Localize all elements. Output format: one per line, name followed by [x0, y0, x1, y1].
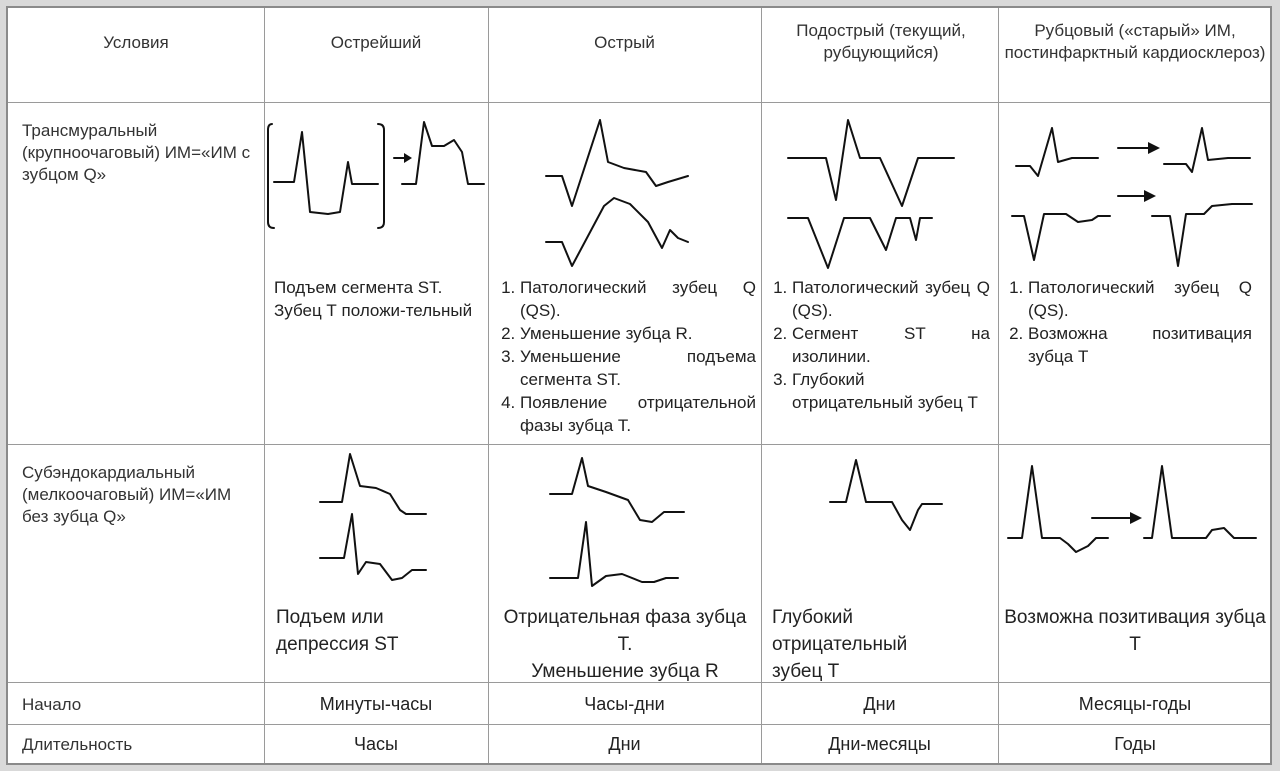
- list-item: Глубокий отрицательный зубец Т: [792, 368, 990, 414]
- duration-hyperacute: Часы: [354, 734, 398, 754]
- onset-scar: Месяцы-годы: [1078, 694, 1192, 714]
- desc-subendocardial-hyperacute: Подъем или депрессия ST: [276, 607, 399, 655]
- list-item: Появление отрицательной фазы зубца Т.: [520, 391, 756, 437]
- desc-line: Зубец Т положи-тельный: [274, 301, 473, 320]
- list-item: Уменьшение зубца R.: [520, 322, 756, 345]
- row-divider: [8, 444, 1270, 445]
- desc-transmural-subacute: Патологический зубец Q (QS). Сегмент ST …: [766, 276, 990, 414]
- desc-subendocardial-scar: Возможна позитивация зубца Т: [1004, 607, 1266, 655]
- row-divider: [8, 102, 1270, 103]
- onset-acute: Часы-дни: [584, 694, 665, 714]
- duration-acute: Дни: [608, 734, 641, 754]
- header-scar: Рубцовый («старый» ИМ, постинфарктный ка…: [1004, 21, 1266, 62]
- row-label-duration: Длительность: [22, 735, 133, 754]
- header-conditions: Условия: [103, 33, 169, 52]
- ecg-mi-stages-table: Условия Острейший Острый Подострый (теку…: [6, 6, 1272, 765]
- row-label-transmural: Трансмуральный (крупноочаговый) ИМ=«ИМ с…: [22, 121, 251, 184]
- list-item: Патологический зубец Q (QS).: [520, 276, 756, 322]
- desc-line: Подъем сегмента ST.: [274, 278, 443, 297]
- ecg-subendocardial-subacute: [829, 459, 943, 531]
- header-subacute: Подострый (текущий, рубцующийся): [796, 21, 966, 62]
- header-acute: Острый: [594, 33, 655, 52]
- duration-scar: Годы: [1114, 734, 1156, 754]
- onset-hyperacute: Минуты-часы: [319, 694, 433, 714]
- ecg-subendocardial-hyperacute: [319, 453, 427, 581]
- list-item: Возможна позитивация зубца Т: [1028, 322, 1252, 368]
- ecg-transmural-subacute: [787, 119, 955, 269]
- column-divider: [998, 8, 999, 763]
- column-divider: [761, 8, 762, 763]
- ecg-subendocardial-scar: [1007, 465, 1257, 553]
- duration-subacute: Дни-месяцы: [828, 734, 931, 754]
- onset-subacute: Дни: [863, 694, 896, 714]
- row-label-subendocardial: Субэндокардиальный (мелкоочаговый) ИМ=«И…: [22, 463, 232, 526]
- ecg-transmural-scar: [1011, 127, 1253, 267]
- list-item: Сегмент ST на изолинии.: [792, 322, 990, 368]
- desc-transmural-hyperacute: Подъем сегмента ST. Зубец Т положи-тельн…: [274, 276, 474, 322]
- column-divider: [488, 8, 489, 763]
- ecg-transmural-acute: [545, 119, 689, 267]
- row-divider: [8, 724, 1270, 725]
- column-divider: [264, 8, 265, 763]
- row-divider: [8, 682, 1270, 683]
- desc-transmural-scar: Патологический зубец Q (QS). Возможна по…: [1002, 276, 1252, 368]
- ecg-subendocardial-acute: [549, 457, 685, 587]
- row-label-onset: Начало: [22, 695, 82, 714]
- header-hyperacute: Острейший: [330, 33, 422, 52]
- list-item: Уменьшение подъема сегмента ST.: [520, 345, 756, 391]
- desc-line: Отрицательная фаза зубца Т.: [503, 607, 747, 655]
- list-item: Патологический зубец Q (QS).: [792, 276, 990, 322]
- desc-subendocardial-acute: Отрицательная фаза зубца Т. Уменьшение з…: [498, 604, 752, 685]
- ecg-transmural-hyperacute: [267, 121, 485, 229]
- desc-transmural-acute: Патологический зубец Q (QS). Уменьшение …: [494, 276, 756, 437]
- desc-subendocardial-subacute: Глубокий отрицательный зубец Т: [772, 607, 908, 682]
- desc-line: Уменьшение зубца R: [531, 661, 719, 682]
- list-item: Патологический зубец Q (QS).: [1028, 276, 1252, 322]
